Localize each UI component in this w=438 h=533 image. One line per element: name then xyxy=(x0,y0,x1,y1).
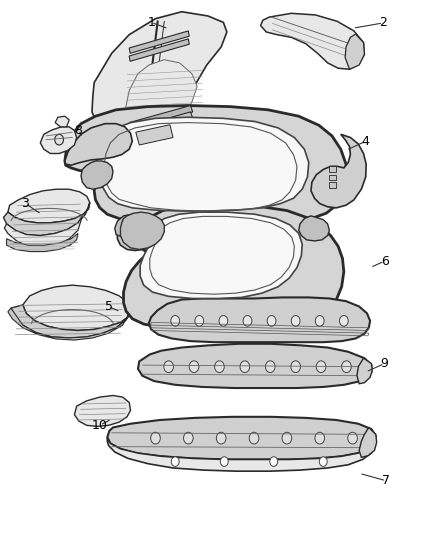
Polygon shape xyxy=(92,12,227,144)
Polygon shape xyxy=(329,175,336,180)
Polygon shape xyxy=(129,39,189,61)
Circle shape xyxy=(55,134,64,145)
Circle shape xyxy=(220,457,228,466)
Polygon shape xyxy=(357,358,372,384)
Polygon shape xyxy=(8,308,129,340)
Polygon shape xyxy=(107,417,376,459)
Circle shape xyxy=(171,316,180,326)
Circle shape xyxy=(240,361,250,373)
Circle shape xyxy=(339,316,348,326)
Circle shape xyxy=(171,457,179,466)
Text: 7: 7 xyxy=(382,474,390,487)
Polygon shape xyxy=(74,395,131,426)
Text: 9: 9 xyxy=(381,357,389,370)
Text: 2: 2 xyxy=(379,17,387,29)
Text: 3: 3 xyxy=(21,197,29,210)
Polygon shape xyxy=(125,60,197,134)
Circle shape xyxy=(184,432,193,444)
Text: 6: 6 xyxy=(381,255,389,268)
Text: 4: 4 xyxy=(362,135,370,148)
Circle shape xyxy=(270,457,278,466)
Polygon shape xyxy=(311,134,366,208)
Circle shape xyxy=(243,316,252,326)
Polygon shape xyxy=(129,31,189,53)
Circle shape xyxy=(291,316,300,326)
Circle shape xyxy=(319,457,327,466)
Circle shape xyxy=(282,432,292,444)
Text: 10: 10 xyxy=(92,419,108,432)
Circle shape xyxy=(267,316,276,326)
Circle shape xyxy=(216,432,226,444)
Circle shape xyxy=(348,432,357,444)
Circle shape xyxy=(219,316,228,326)
Polygon shape xyxy=(40,127,77,154)
Circle shape xyxy=(195,316,204,326)
Circle shape xyxy=(265,361,275,373)
Polygon shape xyxy=(124,205,344,330)
Polygon shape xyxy=(140,212,302,298)
Text: 1: 1 xyxy=(147,16,155,29)
Circle shape xyxy=(315,316,324,326)
Circle shape xyxy=(316,361,326,373)
Polygon shape xyxy=(55,116,69,127)
Polygon shape xyxy=(129,112,193,135)
Circle shape xyxy=(315,432,325,444)
Polygon shape xyxy=(7,233,78,252)
Polygon shape xyxy=(65,106,347,224)
Polygon shape xyxy=(8,189,90,223)
Polygon shape xyxy=(138,344,371,388)
Polygon shape xyxy=(359,427,377,457)
Polygon shape xyxy=(65,124,132,165)
Polygon shape xyxy=(149,297,370,342)
Circle shape xyxy=(189,361,199,373)
Polygon shape xyxy=(120,212,164,249)
Polygon shape xyxy=(107,438,374,471)
Circle shape xyxy=(291,361,300,373)
Polygon shape xyxy=(115,214,151,241)
Polygon shape xyxy=(261,13,364,69)
Circle shape xyxy=(249,432,259,444)
Circle shape xyxy=(164,361,173,373)
Text: 8: 8 xyxy=(74,124,82,137)
Circle shape xyxy=(151,432,160,444)
Polygon shape xyxy=(23,285,131,330)
Polygon shape xyxy=(4,203,90,236)
Text: 5: 5 xyxy=(105,300,113,313)
Circle shape xyxy=(215,361,224,373)
Polygon shape xyxy=(329,182,336,188)
Polygon shape xyxy=(345,34,364,69)
Circle shape xyxy=(342,361,351,373)
Polygon shape xyxy=(11,305,131,338)
Polygon shape xyxy=(129,106,193,129)
Polygon shape xyxy=(96,117,309,211)
Polygon shape xyxy=(136,125,173,145)
Polygon shape xyxy=(117,214,162,251)
Polygon shape xyxy=(4,216,82,248)
Polygon shape xyxy=(299,216,329,241)
Polygon shape xyxy=(329,166,336,172)
Polygon shape xyxy=(81,161,113,189)
